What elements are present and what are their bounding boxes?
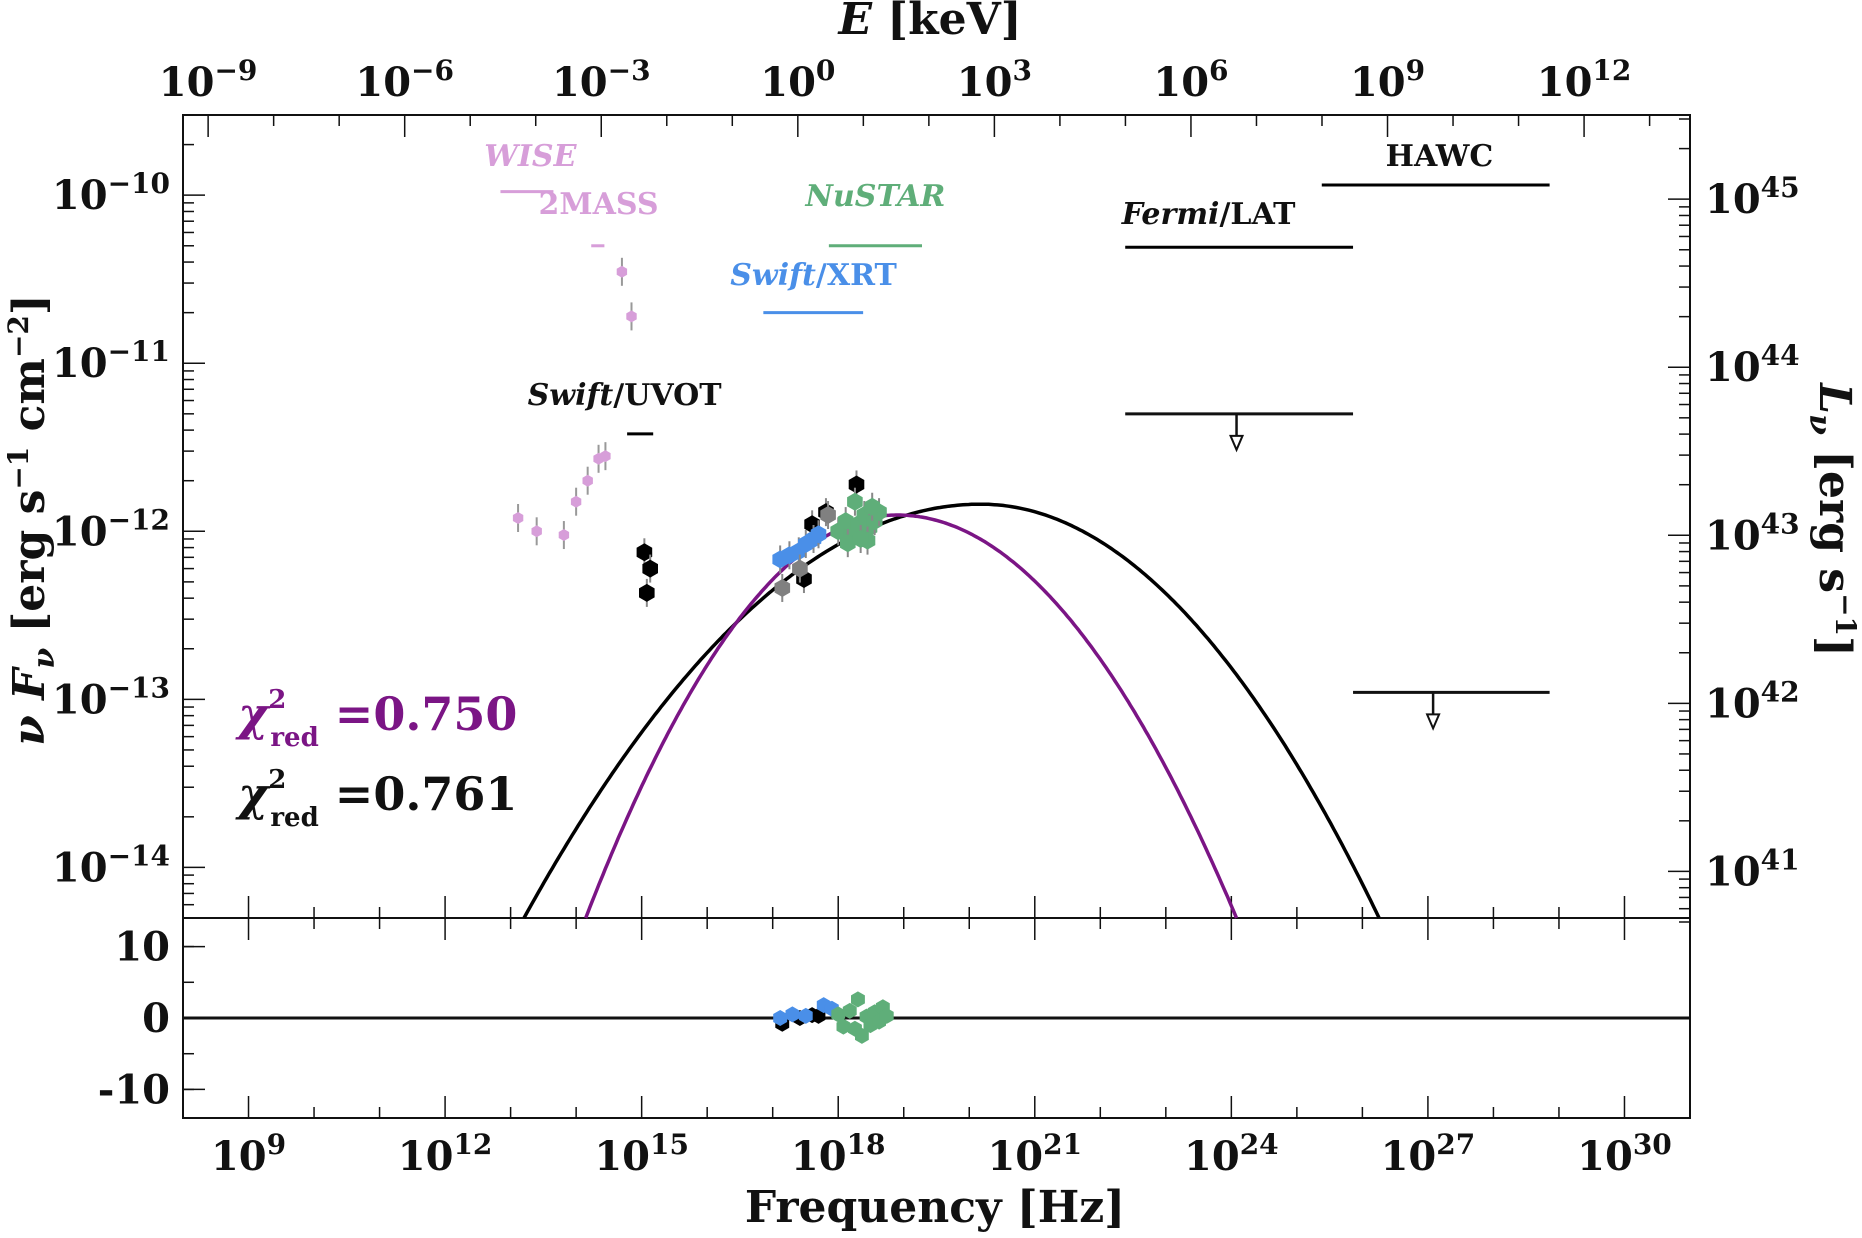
swift-xrt-point (810, 525, 827, 544)
upper-limit-arrowhead-1 (1229, 434, 1245, 453)
x-tick-label: 1015 (594, 1128, 689, 1180)
nustar-point (840, 534, 856, 553)
band-markers (500, 183, 1550, 731)
wise-point (558, 529, 570, 541)
residual-nustar-point (855, 1027, 869, 1044)
wise-point (570, 495, 582, 508)
residual-nustar-point (836, 1018, 851, 1035)
y2-tick-label: 1045 (1705, 171, 1800, 223)
top-tick-label: 1012 (1537, 54, 1632, 106)
wise-point (600, 450, 611, 463)
residual-y-tick-label: 10 (114, 924, 170, 971)
swift-uvot-point (642, 559, 658, 578)
y2-tick-label: 1041 (1705, 843, 1800, 895)
x-tick-label: 109 (211, 1128, 286, 1180)
data-points (512, 257, 894, 1044)
residual-nustar-point (842, 1002, 857, 1019)
wise-point (582, 474, 593, 487)
residual-y-tick-label: 0 (142, 995, 170, 1042)
residual-y-tick-label: -10 (98, 1066, 170, 1113)
residual-swift-xrt-point (773, 1010, 788, 1026)
series-point (774, 579, 791, 597)
model-curve-2 (584, 513, 1239, 919)
top-tick-label: 106 (1153, 54, 1228, 106)
wise-point (531, 525, 542, 538)
axis-ticks (182, 114, 1691, 1118)
x-tick-label: 1024 (1184, 1128, 1279, 1180)
bottom-axis-title: Frequency [Hz] (745, 1182, 1125, 1233)
top-tick-label: 109 (1350, 54, 1425, 106)
label-hawc: HAWC (1386, 139, 1494, 174)
y-tick-label: 10−10 (52, 167, 170, 219)
top-tick-label: 10−3 (552, 54, 651, 106)
top-tick-label: 10−9 (159, 54, 258, 106)
left-axis-title: ν Fν [erg s−1 cm−2] (2, 294, 62, 746)
x-tick-label: 1030 (1577, 1128, 1672, 1180)
swift-uvot-point (639, 583, 655, 602)
residual-nustar-point (879, 1007, 894, 1024)
swift-uvot-point (848, 475, 865, 494)
y-tick-label: 10−14 (52, 839, 170, 891)
plot-frames (182, 114, 1691, 1119)
wise-point (616, 265, 628, 278)
x-tick-label: 1018 (791, 1128, 886, 1180)
y2-tick-label: 1044 (1705, 339, 1800, 391)
y-tick-label: 10−13 (52, 671, 170, 723)
nustar-point (837, 512, 854, 531)
top-tick-label: 10−6 (355, 54, 454, 106)
nustar-point (847, 492, 863, 511)
series-point (820, 506, 836, 524)
top-tick-label: 100 (760, 54, 835, 106)
x-tick-label: 1021 (987, 1128, 1082, 1180)
chi2-label-2: χ2 red =0.761 (235, 765, 517, 833)
residual-swift-xrt-point (798, 1007, 813, 1024)
label-twomass: 2MASS (539, 187, 659, 222)
residual-swift-xrt-point (785, 1006, 800, 1023)
x-tick-label: 1012 (398, 1128, 493, 1180)
label-nustar: NuSTAR (805, 179, 946, 214)
wise-point (512, 512, 524, 524)
wise-point (626, 310, 637, 323)
y-tick-label: 10−12 (52, 503, 170, 555)
top-tick-label: 103 (957, 54, 1032, 106)
top-axis-title: E [keV] (836, 0, 1021, 45)
label-wise: WISE (484, 139, 577, 174)
swift-uvot-point (636, 543, 653, 562)
label-xrt: Swift/XRT (730, 258, 897, 293)
chi2-label-1: χ2 red =0.750 (235, 685, 517, 753)
model-curves (522, 502, 1381, 919)
x-tick-label: 1027 (1381, 1128, 1476, 1180)
series-point (792, 559, 808, 578)
y-tick-label: 10−11 (52, 335, 170, 387)
residual-nustar-point (851, 991, 865, 1008)
y2-tick-label: 1042 (1705, 675, 1800, 727)
label-uvot: Swift/UVOT (528, 378, 723, 413)
model-curve-1 (522, 502, 1381, 919)
upper-limit-arrowhead-2 (1425, 713, 1441, 731)
residual-nustar-point (831, 1006, 846, 1023)
label-fermi: Fermi/LAT (1121, 197, 1296, 232)
y2-tick-label: 1043 (1705, 507, 1800, 559)
nustar-point (864, 497, 880, 516)
nustar-point (852, 530, 869, 548)
right-axis-title: Lν [erg s−1] (1802, 381, 1862, 657)
